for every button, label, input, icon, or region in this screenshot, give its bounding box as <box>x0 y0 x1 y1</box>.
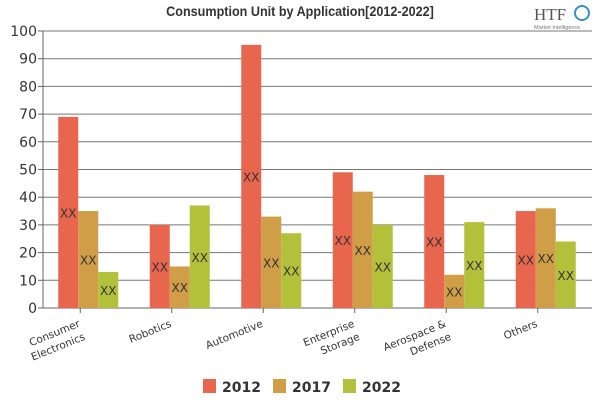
y-tick-label: 90 <box>19 52 37 68</box>
bar-2012 <box>241 44 262 308</box>
bar-2022 <box>464 222 485 308</box>
data-label: XX <box>466 259 482 273</box>
bar-2017 <box>261 216 282 308</box>
legend-label: 2022 <box>362 380 401 396</box>
bar-2022 <box>281 233 302 308</box>
logo-subtext: Market Intelligence <box>534 25 580 31</box>
bar-2022 <box>98 271 119 308</box>
data-label: XX <box>375 260 391 274</box>
data-label: XX <box>558 269 574 283</box>
logo-globe-icon <box>574 5 590 21</box>
y-tick-label: 60 <box>19 135 37 151</box>
bar-2022 <box>372 224 393 308</box>
legend-swatch-2017 <box>273 379 286 393</box>
legend-label: 2017 <box>292 380 331 396</box>
y-tick-label: 0 <box>28 301 37 317</box>
data-label: XX <box>192 251 208 265</box>
legend-swatch-2012 <box>203 379 216 393</box>
data-label: XX <box>283 265 299 279</box>
bar-2012 <box>332 172 353 308</box>
y-tick-label: 70 <box>19 107 37 123</box>
bar-2012 <box>424 175 445 308</box>
chart-title: Consumption Unit by Application[2012-202… <box>166 3 434 19</box>
bar-2017 <box>169 266 190 308</box>
bar-2017 <box>78 211 99 308</box>
bar-2022 <box>189 205 210 308</box>
data-label: XX <box>152 260 168 274</box>
data-label: XX <box>538 252 554 266</box>
bar-2017 <box>535 208 556 308</box>
bar-2012 <box>515 211 536 308</box>
data-label: XX <box>100 284 116 298</box>
data-label: XX <box>172 281 188 295</box>
y-tick-label: 40 <box>19 190 37 206</box>
y-tick-label: 50 <box>19 163 37 179</box>
data-label: XX <box>263 256 279 270</box>
y-tick-label: 10 <box>19 273 37 289</box>
y-tick-label: 20 <box>19 246 37 262</box>
htf-logo: HTF Market Intelligence <box>534 5 590 31</box>
data-label: XX <box>355 244 371 258</box>
data-label: XX <box>243 170 259 184</box>
data-label: XX <box>446 285 462 299</box>
data-label: XX <box>518 254 534 268</box>
bar-2017 <box>352 191 373 308</box>
data-label: XX <box>335 234 351 248</box>
x-tick-label: Robotics <box>127 318 173 346</box>
logo-text: HTF <box>534 5 566 24</box>
legend-swatch-2022 <box>343 379 356 393</box>
data-label: XX <box>60 206 76 220</box>
x-tick-label: Others <box>502 318 539 342</box>
bar-2022 <box>555 241 576 308</box>
legend-label: 2012 <box>222 380 261 396</box>
data-label: XX <box>80 254 96 268</box>
x-tick-label: Automotive <box>204 318 265 352</box>
legend: 2012 2017 2022 <box>203 379 401 396</box>
data-label: XX <box>426 236 442 250</box>
y-tick-label: 80 <box>19 79 37 95</box>
x-tick-label-line: Automotive <box>204 318 265 352</box>
y-tick-label: 30 <box>19 218 37 234</box>
x-tick-label-line: Robotics <box>127 318 173 346</box>
bar-2012 <box>149 224 170 308</box>
bar-2012 <box>58 116 79 309</box>
bar-2017 <box>444 274 465 308</box>
y-tick-label: 100 <box>10 24 37 40</box>
x-tick-label: Aerospace &Defense <box>382 318 453 358</box>
x-tick-label-line: Others <box>502 318 539 342</box>
